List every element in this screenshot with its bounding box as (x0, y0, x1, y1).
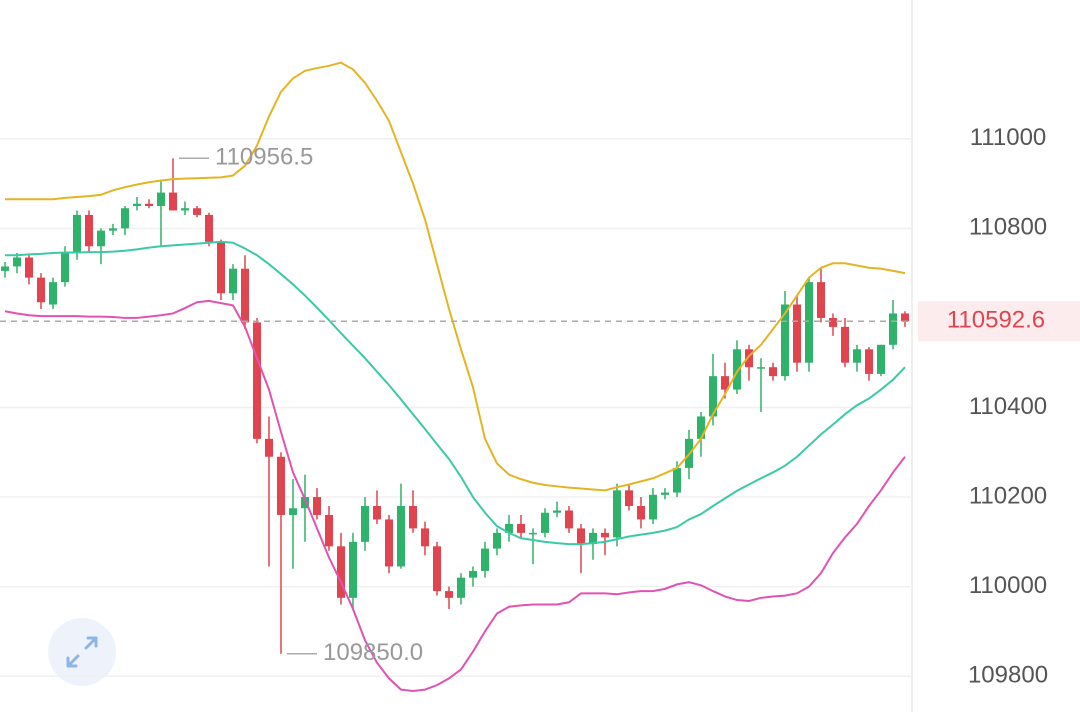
candle-body (889, 313, 897, 345)
candle-body (829, 317, 837, 327)
candle-body (61, 253, 69, 283)
candle-body (349, 541, 357, 598)
candle-body (469, 570, 477, 578)
candle-body (805, 282, 813, 363)
candle-body (481, 548, 489, 571)
candle-body (205, 214, 213, 242)
candle-body (901, 313, 909, 322)
candle-body (793, 304, 801, 363)
candle-body (565, 510, 573, 529)
y-tick-label: 110400 (969, 393, 1047, 420)
candle-body (517, 523, 525, 533)
y-tick-label: 110000 (969, 572, 1047, 599)
y-tick-label: 111000 (970, 124, 1047, 151)
candle-body (721, 376, 729, 390)
candle-body (181, 208, 189, 211)
candle-body (229, 268, 237, 294)
candle-body (325, 514, 333, 547)
candle-body (577, 528, 585, 545)
candle-body (841, 326, 849, 363)
candle-body (433, 546, 441, 592)
candle-body (553, 510, 561, 513)
candle-body (37, 277, 45, 303)
candle-body (217, 241, 225, 294)
candle-body (817, 282, 825, 318)
band-line (4, 299, 906, 692)
candle-body (637, 506, 645, 520)
candle-body (277, 456, 285, 515)
candle-body (1, 266, 9, 271)
candle-body (397, 506, 405, 567)
candle-body (589, 532, 597, 545)
candle-body (733, 349, 741, 390)
candle-body (649, 494, 657, 520)
candle-body (157, 192, 165, 206)
current-price-label: 110592.6 (947, 307, 1045, 334)
candle-body (421, 528, 429, 547)
candle-body (709, 376, 717, 417)
candle-body (697, 416, 705, 439)
expand-button[interactable] (48, 618, 116, 686)
candle-body (361, 506, 369, 542)
candle-body (745, 349, 753, 368)
candle-body (253, 322, 261, 439)
candle-body (193, 208, 201, 215)
candle-body (757, 367, 765, 369)
y-tick-label: 109800 (968, 662, 1048, 689)
candle-body (505, 523, 513, 533)
candle-body (877, 344, 885, 374)
candle-body (313, 497, 321, 515)
candle-body (289, 508, 297, 515)
y-tick-label: 110800 (969, 214, 1047, 241)
candle-body (769, 367, 777, 377)
candle-body (25, 257, 33, 278)
candle-body (337, 546, 345, 598)
band-line (5, 240, 906, 546)
candle-body (109, 228, 117, 231)
candle-body (673, 467, 681, 493)
annotation-label: 110956.5 (215, 144, 313, 171)
candle-body (853, 349, 861, 363)
candle-body (121, 208, 129, 229)
candle-body (529, 532, 537, 535)
candle-body (241, 268, 249, 323)
band-line (5, 61, 906, 492)
candle-body (613, 490, 621, 538)
candle-body (661, 492, 669, 495)
annotation-label: 109850.0 (323, 639, 423, 666)
candle-body (781, 304, 789, 377)
candle-body (49, 282, 57, 305)
candle-body (541, 512, 549, 533)
candle-body (85, 214, 93, 247)
candle-body (409, 506, 417, 529)
candle-body (625, 490, 633, 507)
candle-body (445, 591, 453, 598)
current-price-badge (918, 301, 1080, 342)
candle-body (133, 203, 141, 206)
candle-body (145, 203, 153, 206)
candle-body (73, 214, 81, 254)
candle-body (301, 497, 309, 509)
candle-body (97, 230, 105, 247)
candle-body (169, 192, 177, 211)
candle-body (865, 349, 873, 374)
candle-body (373, 506, 381, 520)
candle-body (493, 532, 501, 549)
candle-body (601, 532, 609, 538)
y-tick-label: 110200 (969, 482, 1047, 509)
candle-body (13, 257, 21, 267)
candle-body (385, 519, 393, 567)
candle-body (457, 577, 465, 598)
candle-body (265, 438, 273, 457)
